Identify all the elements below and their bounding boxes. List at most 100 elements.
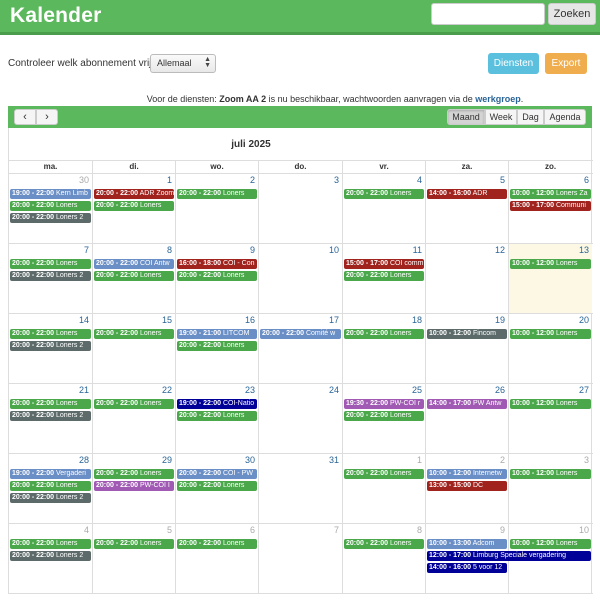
day-number[interactable]: 7: [333, 525, 339, 535]
day-cell[interactable]: 1 20:00 - 22:00 Loners: [343, 454, 426, 523]
day-cell[interactable]: 22 20:00 - 22:00 Loners: [93, 384, 176, 453]
day-number[interactable]: 10: [578, 525, 589, 535]
day-number[interactable]: 20: [578, 315, 589, 325]
calendar-event[interactable]: 20:00 - 22:00 Loners: [177, 411, 257, 421]
calendar-event[interactable]: 20:00 - 22:00 Loners: [10, 539, 91, 549]
calendar-event[interactable]: 20:00 - 22:00 Loners: [10, 201, 91, 211]
day-number[interactable]: 2: [249, 175, 255, 185]
calendar-event[interactable]: 13:00 - 15:00 DC: [427, 481, 507, 491]
day-cell[interactable]: 25 19:30 - 22:00 PW-COI r 20:00 - 22:00 Lo…: [343, 384, 426, 453]
calendar-event[interactable]: 20:00 - 22:00 Loners 2: [10, 493, 91, 503]
calendar-event[interactable]: 10:00 - 12:00 Loners: [510, 329, 591, 339]
day-cell[interactable]: 3 10:00 - 12:00 Loners: [509, 454, 592, 523]
calendar-event[interactable]: 10:00 - 12:00 Loners Za: [510, 189, 591, 199]
calendar-event[interactable]: 20:00 - 22:00 Loners: [10, 481, 91, 491]
calendar-event[interactable]: 20:00 - 22:00 Loners: [10, 399, 91, 409]
calendar-event[interactable]: 12:00 - 17:00 Limburg Speciale vergaderi…: [427, 551, 591, 561]
search-button[interactable]: Zoeken: [548, 3, 596, 25]
calendar-event[interactable]: 20:00 - 22:00 Loners 2: [10, 271, 91, 281]
calendar-event[interactable]: 20:00 - 22:00 Loners 2: [10, 551, 91, 561]
day-number[interactable]: 29: [161, 455, 172, 465]
calendar-event[interactable]: 20:00 - 22:00 Comité w: [260, 329, 341, 339]
calendar-event[interactable]: 19:00 - 22:00 Kern Limb: [10, 189, 91, 199]
day-number[interactable]: 23: [244, 385, 255, 395]
day-number[interactable]: 5: [499, 175, 505, 185]
calendar-event[interactable]: 14:00 - 16:00 5 voor 12: [427, 563, 507, 573]
day-cell[interactable]: 26 14:00 - 17:00 PW Antw: [426, 384, 509, 453]
day-cell[interactable]: 6 20:00 - 22:00 Loners: [176, 524, 259, 593]
day-number[interactable]: 21: [78, 385, 89, 395]
calendar-event[interactable]: 20:00 - 22:00 Loners: [94, 539, 174, 549]
day-number[interactable]: 3: [583, 455, 589, 465]
day-cell[interactable]: 4 20:00 - 22:00 Loners 20:00 - 22:00 Loner…: [9, 524, 93, 593]
day-cell[interactable]: 28 19:00 - 22:00 Vergaderi 20:00 - 22:00 L…: [9, 454, 93, 523]
day-cell[interactable]: 5 14:00 - 16:00 ADR: [426, 174, 509, 243]
calendar-event[interactable]: 16:00 - 18:00 COI - Con: [177, 259, 257, 269]
calendar-event[interactable]: 10:00 - 12:00 Loners: [510, 259, 591, 269]
calendar-event[interactable]: 20:00 - 22:00 COI - PW: [177, 469, 257, 479]
day-cell[interactable]: 29 20:00 - 22:00 Loners 20:00 - 22:00 PW-C…: [93, 454, 176, 523]
day-cell[interactable]: 1 20:00 - 22:00 ADR Zoom 20:00 - 22:00 Lon…: [93, 174, 176, 243]
calendar-event[interactable]: 10:00 - 12:00 Fincom: [427, 329, 507, 339]
calendar-event[interactable]: 20:00 - 22:00 Loners: [344, 271, 424, 281]
day-number[interactable]: 28: [78, 455, 89, 465]
day-cell[interactable]: 31: [259, 454, 343, 523]
day-cell[interactable]: 17 20:00 - 22:00 Comité w: [259, 314, 343, 383]
day-number[interactable]: 15: [161, 315, 172, 325]
calendar-event[interactable]: 20:00 - 22:00 Loners: [94, 399, 174, 409]
view-day-button[interactable]: Dag: [517, 109, 544, 125]
day-number[interactable]: 22: [161, 385, 172, 395]
day-number[interactable]: 6: [249, 525, 255, 535]
calendar-event[interactable]: 20:00 - 22:00 Loners: [94, 201, 174, 211]
calendar-event[interactable]: 19:30 - 22:00 PW-COI r: [344, 399, 424, 409]
day-number[interactable]: 5: [166, 525, 172, 535]
day-number[interactable]: 6: [583, 175, 589, 185]
calendar-event[interactable]: 10:00 - 12:00 Loners: [510, 469, 591, 479]
day-cell[interactable]: 7: [259, 524, 343, 593]
calendar-event[interactable]: 19:00 - 22:00 Vergaderi: [10, 469, 91, 479]
calendar-event[interactable]: 14:00 - 17:00 PW Antw: [427, 399, 507, 409]
day-number[interactable]: 9: [499, 525, 505, 535]
day-cell[interactable]: 3: [259, 174, 343, 243]
day-number[interactable]: 27: [578, 385, 589, 395]
calendar-event[interactable]: 20:00 - 22:00 Loners: [177, 481, 257, 491]
day-cell[interactable]: 11 15:00 - 17:00 COI comm 20:00 - 22:00 Lo…: [343, 244, 426, 313]
day-number[interactable]: 4: [416, 175, 422, 185]
app-title[interactable]: Kalender: [10, 4, 102, 27]
day-cell[interactable]: 9 10:00 - 13:00 Adcom 12:00 - 17:00 Limbur…: [426, 524, 591, 593]
calendar-event[interactable]: 20:00 - 22:00 Loners: [177, 341, 257, 351]
day-cell[interactable]: 9 16:00 - 18:00 COI - Con 20:00 - 22:00 Lo…: [176, 244, 259, 313]
view-week-button[interactable]: Week: [485, 109, 517, 125]
view-month-button[interactable]: Maand: [447, 109, 485, 125]
calendar-event[interactable]: 20:00 - 22:00 COI Antw: [94, 259, 174, 269]
day-number[interactable]: 7: [83, 245, 89, 255]
day-cell[interactable]: 21 20:00 - 22:00 Loners 20:00 - 22:00 Lone…: [9, 384, 93, 453]
calendar-event[interactable]: 20:00 - 22:00 Loners: [344, 329, 424, 339]
calendar-event[interactable]: 20:00 - 22:00 Loners: [94, 469, 174, 479]
prev-month-button[interactable]: ‹: [14, 109, 36, 125]
day-number[interactable]: 14: [78, 315, 89, 325]
calendar-event[interactable]: 20:00 - 22:00 Loners: [344, 469, 424, 479]
calendar-event[interactable]: 20:00 - 22:00 Loners: [177, 189, 257, 199]
day-number[interactable]: 25: [411, 385, 422, 395]
day-cell[interactable]: 24: [259, 384, 343, 453]
day-cell[interactable]: 30 19:00 - 22:00 Kern Limb 20:00 - 22:00 L…: [9, 174, 93, 243]
day-number[interactable]: 1: [416, 455, 422, 465]
day-cell[interactable]: 15 20:00 - 22:00 Loners: [93, 314, 176, 383]
calendar-event[interactable]: 14:00 - 16:00 ADR: [427, 189, 507, 199]
day-number[interactable]: 1: [166, 175, 172, 185]
calendar-event[interactable]: 20:00 - 22:00 Loners: [344, 189, 424, 199]
calendar-event[interactable]: 20:00 - 22:00 ADR Zoom: [94, 189, 174, 199]
calendar-event[interactable]: 10:00 - 12:00 Loners: [510, 539, 591, 549]
day-number[interactable]: 10: [328, 245, 339, 255]
day-number[interactable]: 11: [412, 245, 422, 255]
calendar-event[interactable]: 19:00 - 22:00 COI-Natio: [177, 399, 257, 409]
diensten-button[interactable]: Diensten: [488, 53, 539, 74]
calendar-event[interactable]: 19:00 - 21:00 LITCOM: [177, 329, 257, 339]
export-button[interactable]: Export: [545, 53, 587, 74]
day-number[interactable]: 16: [244, 315, 255, 325]
day-cell[interactable]: 2 10:00 - 12:00 Internetw 13:00 - 15:00 DC: [426, 454, 509, 523]
day-cell[interactable]: 2 20:00 - 22:00 Loners: [176, 174, 259, 243]
calendar-event[interactable]: 10:00 - 13:00 Adcom: [427, 539, 507, 549]
calendar-event[interactable]: 20:00 - 22:00 PW-COI I: [94, 481, 174, 491]
